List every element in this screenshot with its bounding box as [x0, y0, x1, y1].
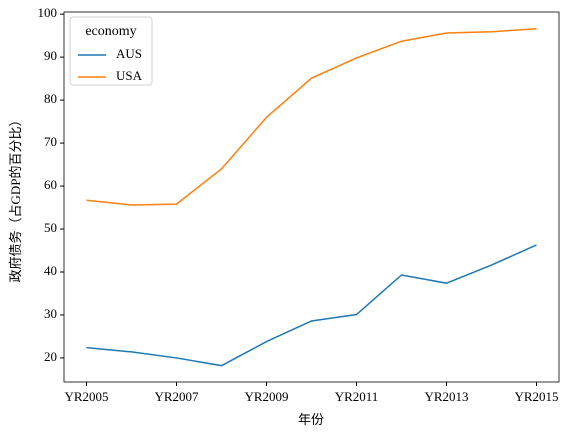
y-tick-label: 40: [44, 263, 57, 278]
x-tick-label: YR2015: [514, 389, 558, 404]
y-tick-label: 70: [44, 134, 57, 149]
y-tick-label: 20: [44, 349, 57, 364]
x-axis-label: 年份: [298, 412, 324, 427]
x-tick-label: YR2007: [154, 389, 199, 404]
line: [86, 244, 537, 367]
legend-title: economy: [85, 24, 136, 39]
legend-box: [69, 16, 153, 86]
y-tick-label: 60: [44, 177, 57, 192]
x-tick-label: YR2009: [244, 389, 288, 404]
x-tick-label: YR2005: [64, 389, 108, 404]
y-tick-label: 50: [44, 220, 57, 235]
legend-label: AUS: [116, 46, 142, 61]
x-tick-label: YR2011: [335, 389, 379, 404]
y-tick-label: 80: [44, 91, 57, 106]
y-tick-label: 90: [44, 48, 57, 63]
line: [86, 28, 537, 206]
legend-label: USA: [116, 68, 143, 83]
y-tick-label: 100: [38, 5, 58, 20]
y-tick-label: 30: [44, 306, 57, 321]
y-axis-label: 政府债务（占GDP的百分比）: [8, 113, 23, 282]
x-tick-label: YR2013: [424, 389, 468, 404]
plot-frame: [63, 11, 560, 383]
